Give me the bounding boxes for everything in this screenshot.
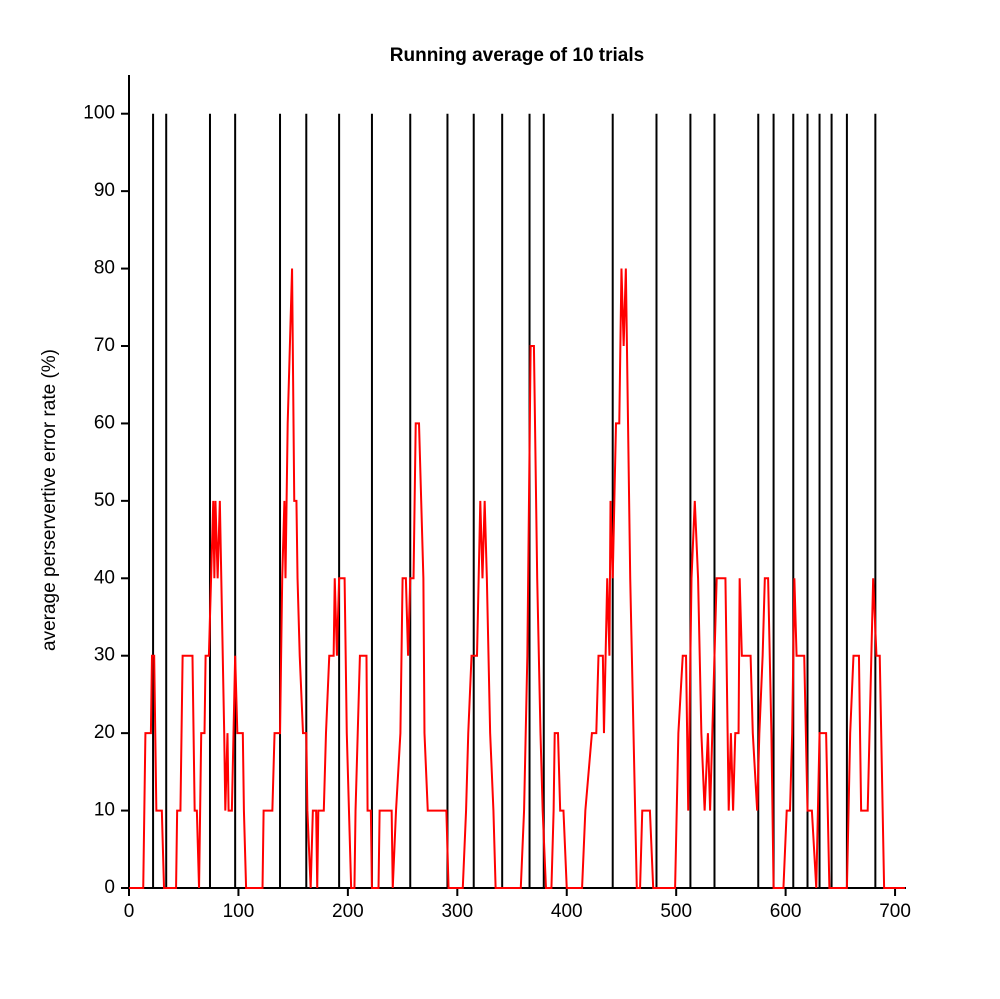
x-tick-label: 500 xyxy=(660,901,692,922)
y-tick-label: 30 xyxy=(94,645,115,666)
y-tick-label: 40 xyxy=(94,567,115,588)
x-tick-label: 400 xyxy=(551,901,583,922)
x-tick-label: 100 xyxy=(223,901,255,922)
x-tick-label: 300 xyxy=(441,901,473,922)
y-tick-label: 60 xyxy=(94,412,115,433)
y-tick-label: 80 xyxy=(94,258,115,279)
x-tick-label: 600 xyxy=(770,901,802,922)
y-tick-label: 50 xyxy=(94,490,115,511)
y-tick-label: 90 xyxy=(94,180,115,201)
y-tick-label: 10 xyxy=(94,800,115,821)
y-axis-label: average perservertive error rate (%) xyxy=(39,349,60,651)
y-tick-label: 20 xyxy=(94,722,115,743)
y-tick-label: 100 xyxy=(83,103,115,124)
y-tick-label: 0 xyxy=(104,877,115,898)
chart-title: Running average of 10 trials xyxy=(390,45,644,66)
x-tick-label: 0 xyxy=(124,901,135,922)
data-line xyxy=(129,268,905,889)
x-tick-label: 200 xyxy=(332,901,364,922)
x-tick-label: 700 xyxy=(879,901,911,922)
y-tick-label: 70 xyxy=(94,335,115,356)
